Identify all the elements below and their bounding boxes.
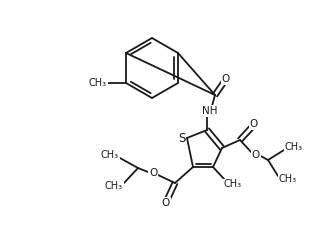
Text: CH₃: CH₃ xyxy=(224,179,242,189)
Text: CH₃: CH₃ xyxy=(89,78,107,88)
Text: CH₃: CH₃ xyxy=(101,150,119,160)
Text: O: O xyxy=(149,168,157,178)
Text: CH₃: CH₃ xyxy=(285,142,303,152)
Text: S: S xyxy=(178,132,186,146)
Text: CH₃: CH₃ xyxy=(105,181,123,191)
Text: O: O xyxy=(252,150,260,160)
Text: NH: NH xyxy=(202,106,218,116)
Text: O: O xyxy=(222,74,230,84)
Text: O: O xyxy=(162,198,170,208)
Text: CH₃: CH₃ xyxy=(279,174,297,184)
Text: O: O xyxy=(250,119,258,129)
